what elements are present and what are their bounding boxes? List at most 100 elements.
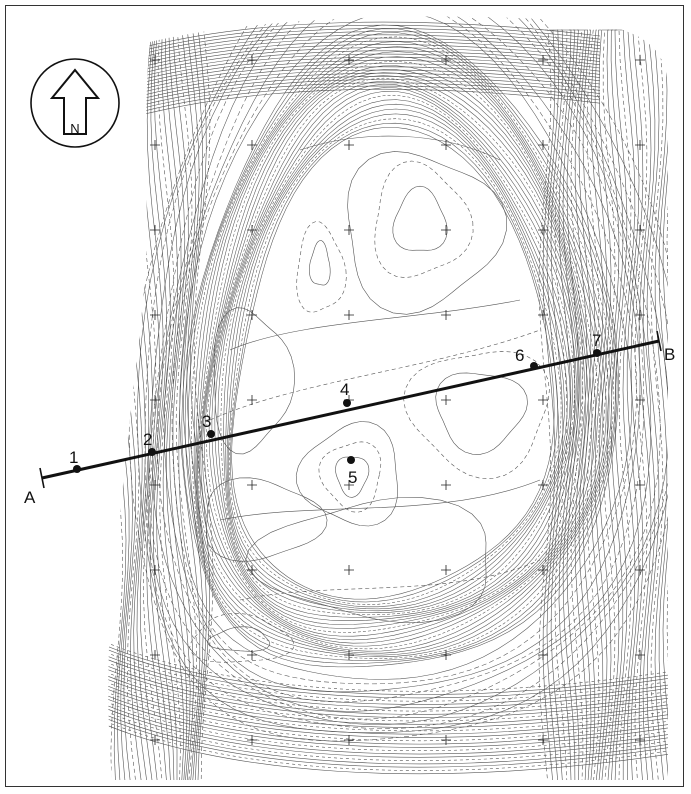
grid-cross [150, 650, 160, 660]
slope-contour [562, 29, 576, 781]
grid-cross [441, 480, 451, 490]
slope-contour [108, 652, 669, 705]
grid-cross [150, 735, 160, 745]
slope-contour [108, 689, 669, 742]
rampart-contour [197, 56, 604, 652]
rampart-contour [195, 46, 610, 656]
grid-cross [635, 480, 645, 490]
interior-contours [189, 135, 550, 663]
interior-contour [308, 240, 331, 286]
slope-contour [108, 712, 669, 765]
grid-cross [344, 650, 354, 660]
slope-contour [590, 29, 604, 781]
point-7-marker [593, 349, 601, 357]
slope-contour [558, 29, 572, 781]
slope-contour [139, 69, 601, 97]
point-5-marker [347, 456, 355, 464]
slope-contour [139, 88, 601, 116]
slope-contour [108, 699, 669, 751]
interior-contour [435, 372, 528, 455]
grid-cross [150, 480, 160, 490]
slope-contour [139, 53, 601, 81]
north-arrow-icon [49, 68, 101, 135]
grid-cross [538, 310, 548, 320]
rampart-contour [227, 113, 565, 608]
grid-cross [538, 55, 548, 65]
slope-contour [157, 29, 181, 781]
slope-contour [139, 47, 601, 74]
grid-cross [538, 565, 548, 575]
rampart-contour [147, 16, 669, 725]
slope-contour [662, 29, 669, 781]
rampart-contour [225, 103, 571, 612]
grid-cross [150, 55, 160, 65]
slope-contour [139, 66, 601, 94]
grid-cross [247, 395, 257, 405]
slope-contour [638, 29, 652, 781]
grid-cross [344, 140, 354, 150]
grid-cross [635, 735, 645, 745]
slope-contour [566, 29, 580, 781]
slope-contour [671, 30, 683, 780]
rampart-contour [152, 16, 652, 712]
slope-contour [574, 29, 588, 781]
slope-contour [139, 34, 601, 62]
interior-contour [374, 160, 474, 278]
slope-contour [139, 24, 601, 52]
grid-cross [344, 735, 354, 745]
profile-line-segment [41, 339, 660, 480]
slope-contour [646, 29, 660, 781]
rampart-contour [163, 16, 641, 693]
rampart-contour [196, 51, 607, 654]
rampart-contour [157, 16, 645, 703]
grid-cross [635, 565, 645, 575]
slope-contour [154, 29, 178, 780]
rampart-contour [128, 16, 669, 742]
rampart-contour [198, 61, 600, 650]
slope-contour [139, 40, 601, 68]
slope-contour [578, 29, 592, 781]
slope-contour [139, 72, 601, 100]
slope-contour [139, 56, 601, 84]
rampart-contours [128, 16, 669, 742]
interior-contour [189, 613, 295, 663]
slope-contour [634, 29, 648, 781]
point-1-label: 1 [69, 448, 78, 467]
slope-contour [139, 29, 163, 781]
rampart-contour [191, 36, 615, 659]
grid-cross [635, 55, 645, 65]
point-3-marker [207, 430, 215, 438]
slope-contour [146, 29, 171, 781]
slope-contour [598, 29, 612, 781]
rampart-contour [206, 77, 584, 633]
slope-contour [538, 29, 552, 781]
grid-cross [538, 140, 548, 150]
rampart-contour [211, 83, 580, 625]
slope-contour [150, 29, 175, 781]
slope-contour [658, 29, 669, 781]
slope-contour [650, 29, 664, 781]
north-arrow: N [30, 58, 120, 148]
grid-cross [247, 650, 257, 660]
slope-contour [654, 29, 668, 781]
grid-cross [150, 395, 160, 405]
slope-contour [186, 29, 207, 781]
slope-contour [666, 29, 669, 781]
rampart-contour [199, 65, 597, 647]
rampart-contour [193, 41, 613, 658]
grid-cross [344, 225, 354, 235]
survey-points: 1 2 3 4 5 6 7 [69, 331, 601, 487]
point-3-label: 3 [202, 412, 211, 431]
slope-contour [108, 646, 669, 699]
slope-contour [139, 28, 601, 55]
grid-cross [538, 735, 548, 745]
slope-contour [642, 29, 656, 781]
grid-cross [247, 735, 257, 745]
grid-cross [247, 480, 257, 490]
slope-contour [108, 639, 669, 692]
interior-contour [347, 151, 507, 315]
interior-contour [245, 497, 487, 623]
point-7-label: 7 [592, 331, 601, 350]
interior-contour [205, 477, 328, 562]
slope-contour [139, 37, 601, 65]
